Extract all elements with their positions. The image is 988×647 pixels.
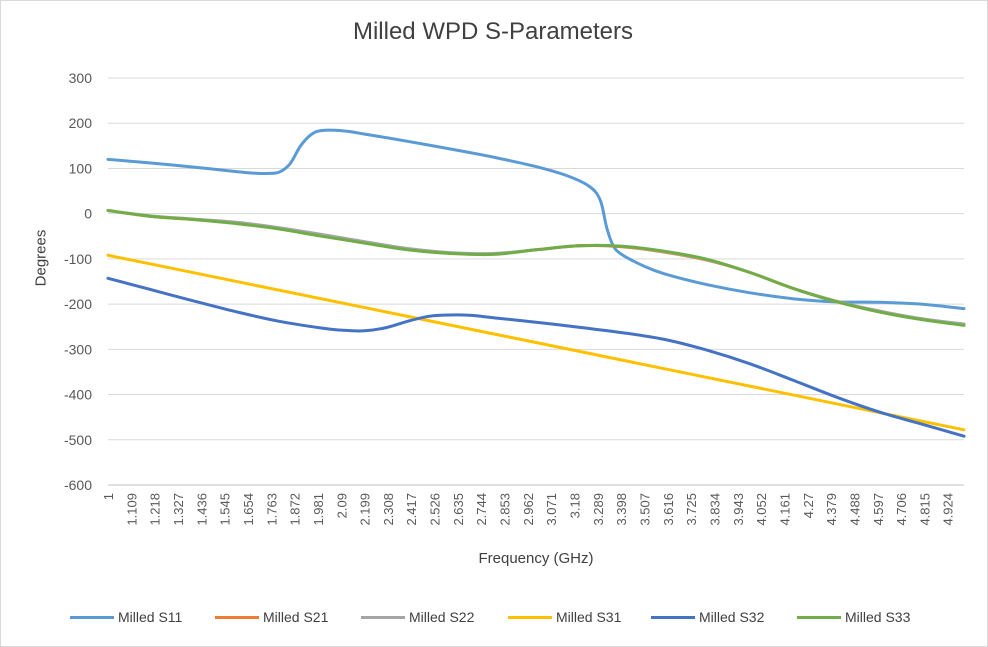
x-axis-label: Frequency (GHz) [478,550,594,567]
x-tick-label: 2.417 [404,493,419,526]
x-tick-label: 2.635 [451,493,466,526]
x-tick-label: 4.379 [824,493,839,526]
x-tick-label: 2.199 [358,493,373,526]
y-tick-labels: 300 200 100 0 -100 -200 -300 -400 -500 -600 [64,70,92,493]
chart-title: Milled WPD S-Parameters [352,18,634,45]
legend-swatch [215,615,259,619]
y-tick-label: 200 [69,115,93,131]
x-tick-label: 3.943 [731,493,746,526]
x-tick-label: 2.526 [428,493,443,526]
y-tick-label: -400 [64,387,92,403]
x-tick-label: 1.218 [148,493,163,526]
x-tick-label: 3.725 [684,493,699,526]
x-tick-label: 1.436 [194,493,209,526]
y-tick-label: -500 [64,432,92,448]
x-tick-label: 1.327 [171,493,186,526]
y-tick-label: -200 [64,296,92,312]
y-tick-label: -300 [64,341,92,357]
legend: Milled S11 Milled S21 Milled S22 Milled S31… [70,607,970,627]
legend-item-milled-s22: Milled S22 [361,607,474,627]
x-tick-label: 1.545 [218,493,233,526]
x-tick-label: 3.289 [591,493,606,526]
x-tick-label: 3.18 [568,493,583,518]
x-tick-label: 4.488 [847,493,862,526]
legend-item-milled-s33: Milled S33 [797,607,910,627]
x-tick-label: 4.815 [917,493,932,526]
x-tick-label: 2.09 [334,493,349,518]
legend-swatch [651,615,695,619]
x-tick-label: 4.27 [801,493,816,518]
x-tick-label: 1.109 [124,493,139,526]
x-tick-label: 4.161 [777,493,792,526]
x-tick-label: 4.597 [871,493,886,526]
x-tick-label: 4.924 [941,493,956,526]
y-tick-label: 300 [69,70,93,86]
legend-item-milled-s31: Milled S31 [508,607,621,627]
series-line-milled-s22 [106,209,966,326]
gridlines [108,77,964,486]
legend-swatch [70,615,114,619]
y-tick-label: -100 [64,251,92,267]
series-line-milled-s32 [106,276,966,438]
x-tick-label: 1.872 [288,493,303,526]
x-tick-label: 2.744 [474,493,489,526]
y-tick-label: 0 [84,206,92,222]
legend-label: Milled S22 [409,609,475,625]
x-tick-label: 3.071 [544,493,559,526]
x-tick-label: 2.962 [521,493,536,526]
legend-swatch [797,615,841,619]
series-line-milled-s33 [106,209,966,327]
legend-item-milled-s21: Milled S21 [215,607,328,627]
series-line-milled-s31 [106,253,966,432]
y-tick-label: -600 [64,477,92,493]
x-tick-label: 3.834 [707,493,722,526]
x-tick-label: 4.052 [754,493,769,526]
x-tick-label: 2.853 [498,493,513,526]
legend-item-milled-s32: Milled S32 [651,607,764,627]
x-tick-label: 1.763 [264,493,279,526]
y-tick-label: 100 [69,160,93,176]
x-tick-label: 3.507 [637,493,652,526]
x-tick-labels: 1 1.109 1.218 1.327 1.436 1.545 1.654 1.763 1.87… [101,493,956,526]
x-tick-label: 3.398 [614,493,629,526]
x-tick-label: 4.706 [894,493,909,526]
legend-swatch [508,615,552,619]
legend-label: Milled S31 [556,609,622,625]
x-tick-label: 2.308 [381,493,396,526]
legend-item-milled-s11: Milled S11 [70,607,182,627]
legend-swatch [361,615,405,619]
x-tick-label: 3.616 [661,493,676,526]
x-tick-label: 1 [101,493,116,500]
x-tick-label: 1.981 [311,493,326,526]
legend-label: Milled S21 [263,609,329,625]
legend-label: Milled S32 [699,609,765,625]
x-tick-label: 1.654 [241,493,256,526]
series-lines [106,128,966,438]
legend-label: Milled S33 [845,609,911,625]
legend-label: Milled S11 [118,609,183,625]
series-line-milled-s11 [106,128,966,311]
series-line-milled-s21 [106,209,966,326]
